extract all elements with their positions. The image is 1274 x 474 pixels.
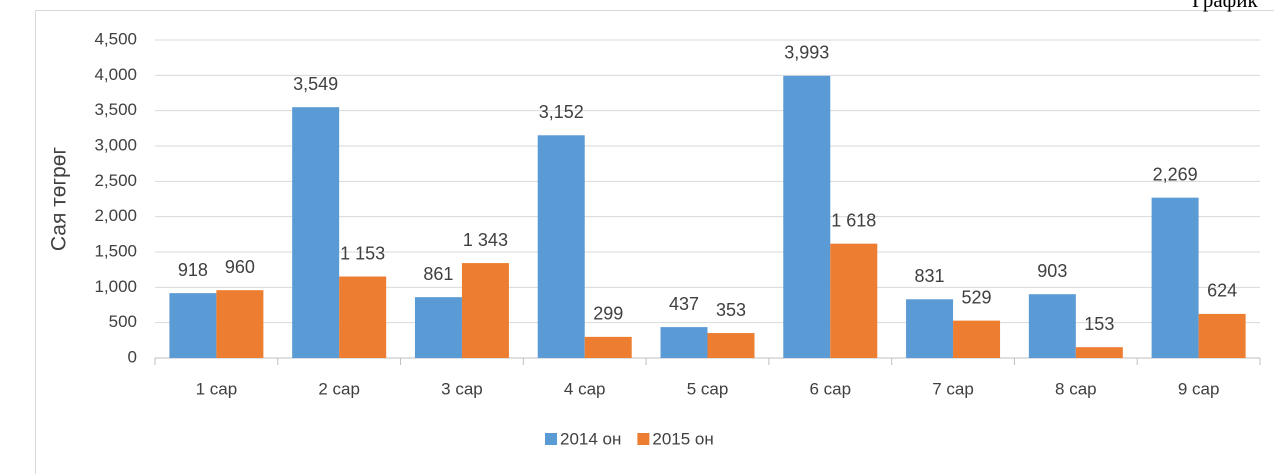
- x-tick-label: 9 сар: [1178, 379, 1220, 398]
- y-tick-label: 3,000: [94, 135, 137, 154]
- y-tick-label: 2,000: [94, 206, 137, 225]
- bar: [169, 293, 217, 358]
- value-label: 299: [593, 304, 623, 324]
- bar: [660, 327, 708, 358]
- value-label: 1 618: [831, 210, 876, 230]
- x-tick-label: 1 сар: [196, 379, 238, 398]
- value-label: 437: [669, 294, 699, 314]
- y-tick-label: 4,500: [94, 29, 137, 48]
- value-label: 3,549: [293, 74, 338, 94]
- y-tick-label: 2,500: [94, 171, 137, 190]
- legend-swatch: [545, 433, 557, 445]
- bar: [292, 107, 340, 358]
- value-label: 529: [962, 287, 992, 307]
- value-label: 1 343: [463, 230, 508, 250]
- annotation: График: [1192, 0, 1258, 12]
- bar: [414, 297, 462, 358]
- x-tick-label: 3 сар: [441, 379, 483, 398]
- y-tick-label: 500: [109, 312, 137, 331]
- y-tick-label: 3,500: [94, 100, 137, 119]
- value-label: 153: [1084, 314, 1114, 334]
- legend-swatch: [637, 433, 650, 445]
- bar: [953, 320, 1001, 358]
- bar: [830, 243, 878, 358]
- y-tick-label: 1,000: [94, 277, 137, 296]
- bar: [584, 336, 632, 358]
- value-label: 1 153: [340, 243, 385, 263]
- y-tick-label: 0: [128, 347, 137, 366]
- value-label: 353: [716, 300, 746, 320]
- bar: [461, 263, 509, 358]
- bar: [906, 299, 954, 358]
- x-tick-label: 7 сар: [932, 379, 974, 398]
- value-label: 3,152: [539, 102, 584, 122]
- bar: [216, 290, 264, 358]
- bar: [339, 276, 387, 358]
- bar: [1075, 347, 1123, 358]
- value-label: 831: [915, 266, 945, 286]
- bar: [537, 135, 585, 358]
- bar: [1028, 294, 1076, 358]
- chart-frame: [35, 10, 1274, 474]
- value-label: 918: [178, 260, 208, 280]
- value-label: 3,993: [784, 43, 829, 63]
- legend-label: 2015 он: [652, 429, 713, 448]
- value-label: 861: [423, 264, 453, 284]
- x-tick-label: 6 сар: [809, 379, 851, 398]
- y-axis-label: Сая төгрөг: [48, 147, 71, 252]
- bar: [783, 75, 831, 358]
- x-tick-label: 8 сар: [1055, 379, 1097, 398]
- bar: [707, 333, 755, 358]
- value-label: 903: [1037, 261, 1067, 281]
- value-label: 960: [225, 257, 255, 277]
- bar: [1198, 313, 1246, 358]
- x-tick-label: 4 сар: [564, 379, 606, 398]
- legend-label: 2014 он: [560, 429, 621, 448]
- value-label: 624: [1207, 281, 1237, 301]
- bar: [1151, 197, 1199, 358]
- y-tick-label: 1,500: [94, 241, 137, 260]
- value-label: 2,269: [1153, 164, 1198, 184]
- y-tick-label: 4,000: [94, 65, 137, 84]
- x-tick-label: 2 сар: [318, 379, 360, 398]
- x-tick-label: 5 сар: [687, 379, 729, 398]
